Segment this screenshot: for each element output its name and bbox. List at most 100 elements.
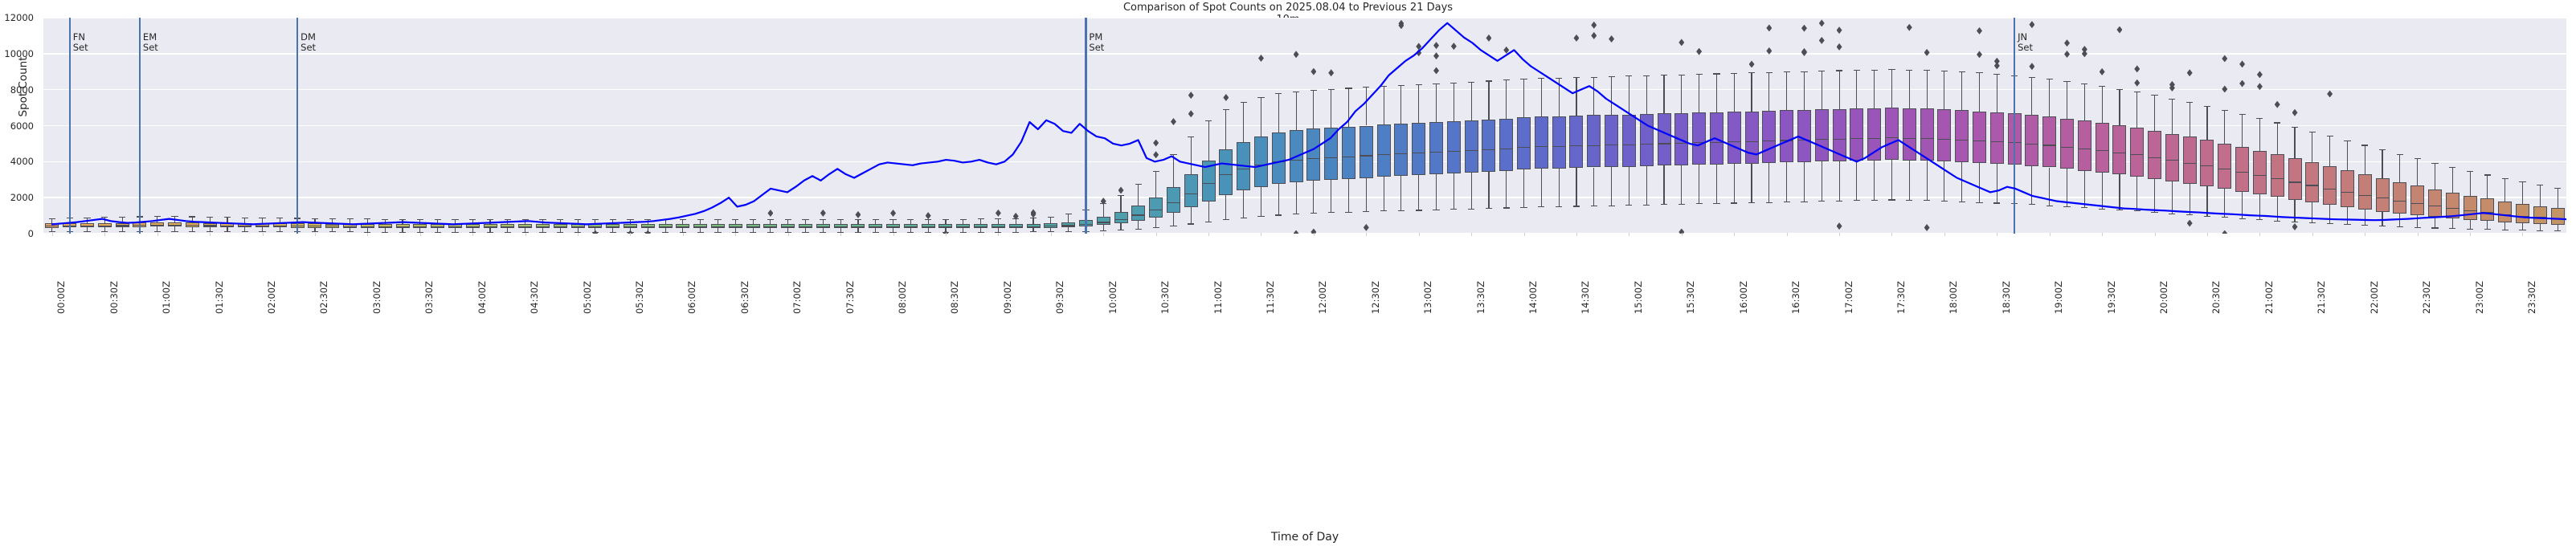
cap-lower <box>784 231 791 233</box>
outlier-marker <box>1678 39 1685 47</box>
x-axis-tick-mark <box>1576 233 1577 236</box>
whisker-upper <box>1733 73 1735 112</box>
box-iqr <box>1219 149 1233 195</box>
median-line <box>2393 200 2407 202</box>
outlier-marker <box>1257 55 1264 62</box>
whisker-lower <box>1803 162 1805 202</box>
box-plot-item <box>2340 18 2354 234</box>
box-iqr <box>1517 117 1531 170</box>
box-plot-item <box>2095 18 2109 234</box>
cap-upper <box>2256 118 2263 120</box>
cap-lower <box>977 231 984 233</box>
cap-lower <box>1713 202 1720 204</box>
whisker-lower <box>51 227 53 232</box>
x-axis-tick: 10:00Z <box>1106 281 1118 315</box>
cap-upper <box>2203 105 2211 107</box>
whisker-lower <box>2242 191 2243 218</box>
median-line <box>1131 214 1146 216</box>
median-line <box>991 226 1005 227</box>
outlier-marker <box>1416 43 1422 51</box>
whisker-lower <box>402 228 403 232</box>
box-iqr <box>956 224 971 229</box>
whisker-upper <box>2521 181 2524 204</box>
box-plot-item <box>2252 18 2267 234</box>
box-plot-item <box>1884 18 1899 234</box>
box-iqr <box>2060 118 2075 169</box>
box-iqr <box>1061 222 1076 228</box>
cap-lower <box>2256 219 2263 221</box>
whisker-upper <box>1050 216 1052 223</box>
x-axis-tick: 13:30Z <box>1474 281 1486 315</box>
whisker-upper <box>384 218 386 224</box>
whisker-upper <box>559 219 561 225</box>
cap-lower <box>697 231 704 233</box>
box-plot-item <box>2182 18 2197 234</box>
box-iqr <box>2323 166 2337 206</box>
median-line <box>553 226 567 228</box>
x-axis-tick: 07:30Z <box>844 281 856 315</box>
whisker-lower <box>384 228 386 232</box>
median-line <box>1061 225 1076 226</box>
cap-upper <box>942 218 950 220</box>
cap-upper <box>1047 216 1054 218</box>
y-axis-title: Spot Count <box>17 56 30 117</box>
whisker-upper <box>2399 153 2401 182</box>
box-plot-item <box>1376 18 1391 234</box>
whisker-lower <box>121 226 123 231</box>
whisker-lower <box>1978 162 1981 202</box>
cap-upper <box>1257 96 1265 98</box>
cap-lower <box>2449 228 2456 230</box>
x-axis-tick-mark <box>210 233 211 236</box>
x-axis-tick: 11:00Z <box>1212 281 1224 315</box>
outlier-marker <box>1977 26 1982 35</box>
box-plot-item <box>2218 18 2232 234</box>
median-line <box>2288 181 2302 183</box>
whisker-lower <box>1558 168 1560 206</box>
box-plot-item <box>1605 18 1619 234</box>
cap-upper <box>48 218 55 220</box>
median-line <box>1709 141 1723 143</box>
cap-lower <box>1731 202 1738 204</box>
whisker-upper <box>1751 72 1752 112</box>
box-plot-item <box>799 18 813 234</box>
box-iqr <box>974 224 988 229</box>
cap-lower <box>101 230 108 232</box>
whisker-lower <box>664 228 666 232</box>
x-axis-tick-mark <box>157 233 158 236</box>
box-iqr <box>676 224 690 229</box>
whisker-lower <box>1733 164 1735 203</box>
box-plot-item <box>1359 18 1373 234</box>
whisker-upper <box>1558 77 1560 116</box>
cap-upper <box>2466 170 2474 172</box>
whisker-upper <box>209 216 211 223</box>
median-line <box>168 225 182 226</box>
box-iqr <box>150 222 165 227</box>
outlier-marker <box>2134 79 2141 87</box>
whisker-upper <box>997 218 999 225</box>
whisker-upper <box>2259 118 2260 151</box>
whisker-upper <box>945 218 947 225</box>
cap-upper <box>802 218 809 220</box>
cap-upper <box>574 219 582 221</box>
cap-upper <box>2414 158 2421 160</box>
whisker-upper <box>2136 92 2138 128</box>
x-axis-tick: 22:00Z <box>2368 281 2380 315</box>
outlier-marker <box>2029 63 2035 71</box>
whisker-upper <box>1856 70 1858 109</box>
box-iqr <box>1850 108 1864 161</box>
box-iqr <box>395 224 410 229</box>
median-line <box>1937 138 1952 140</box>
box-plot-item <box>2060 18 2075 234</box>
outlier-marker <box>1766 47 1773 55</box>
cap-lower <box>1748 202 1756 204</box>
cap-lower <box>872 231 879 233</box>
cap-lower <box>820 231 827 233</box>
box-iqr <box>1464 120 1478 173</box>
whisker-lower <box>875 228 877 232</box>
whisker-lower <box>1646 165 1647 205</box>
whisker-lower <box>2504 222 2506 230</box>
box-iqr <box>2480 198 2495 222</box>
whisker-upper <box>1803 71 1805 110</box>
box-iqr <box>2077 120 2091 171</box>
